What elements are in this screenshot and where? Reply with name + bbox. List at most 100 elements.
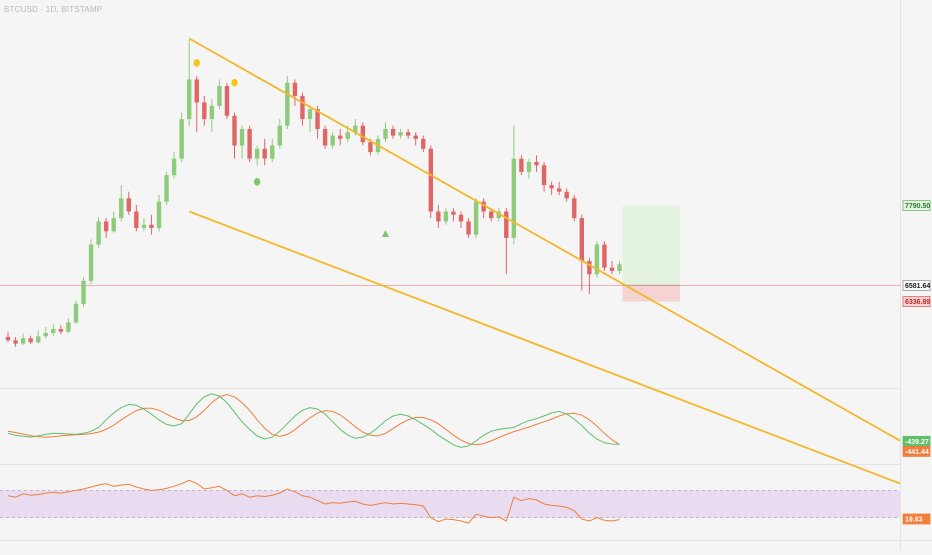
signal-value-label-box	[902, 446, 931, 457]
candle	[179, 112, 184, 162]
candle-body	[96, 221, 101, 245]
candle-body	[277, 125, 282, 146]
candle-body	[353, 125, 358, 133]
stop-zone	[622, 285, 680, 302]
candle	[383, 122, 388, 143]
channel-upper-line[interactable]	[188, 37, 901, 442]
rsi-panel	[7, 479, 620, 524]
signal-markers	[193, 59, 390, 237]
candle-body	[322, 128, 328, 146]
candle-body	[36, 336, 41, 343]
macd-value-label: -439.27	[902, 435, 931, 447]
stop-price-label-box	[902, 296, 931, 307]
candle-body	[360, 125, 366, 143]
candle	[209, 99, 215, 133]
channel-lower-line[interactable]	[188, 210, 901, 485]
candle-body	[171, 158, 177, 176]
candle-body	[556, 188, 562, 192]
candle-body	[300, 95, 305, 120]
candle-body	[511, 158, 517, 238]
candle-body	[526, 161, 532, 172]
candle-body	[134, 211, 139, 229]
target-price-label-text: 7790.50	[905, 203, 930, 210]
candle	[360, 122, 366, 146]
descending-channel[interactable]	[188, 37, 901, 485]
signal-circle-marker	[253, 177, 261, 186]
candle-body	[28, 338, 33, 343]
candle	[338, 128, 343, 146]
candle	[149, 214, 154, 235]
current-price-label-text: 6581.64	[905, 283, 930, 290]
candle-body	[345, 132, 350, 139]
candle	[28, 335, 33, 345]
candle-body	[496, 211, 501, 219]
candle-body	[179, 119, 184, 159]
candle-body	[51, 329, 56, 334]
candle	[556, 181, 562, 195]
candle	[119, 185, 124, 222]
candle-body	[270, 145, 275, 159]
candle	[81, 277, 86, 308]
candle	[489, 208, 494, 222]
candle	[5, 331, 11, 343]
candle-body	[111, 218, 116, 232]
candle-body	[466, 221, 471, 235]
candle	[534, 155, 539, 172]
macd-signal-line	[7, 393, 620, 446]
candle	[277, 119, 282, 149]
candle-body	[413, 135, 418, 139]
signal-triangle-marker	[381, 229, 390, 237]
candle-body	[43, 333, 48, 337]
candle	[156, 195, 162, 232]
candle	[202, 95, 207, 126]
candle-body	[262, 148, 267, 159]
candle-body	[119, 198, 124, 219]
candle-body	[458, 214, 464, 222]
current-price-label-box	[902, 279, 931, 291]
candle	[96, 216, 101, 248]
candle-body	[247, 128, 252, 159]
candle	[43, 327, 48, 339]
candle-body	[443, 211, 449, 222]
candle	[36, 330, 41, 344]
candle-body	[383, 128, 388, 139]
candle-body	[572, 198, 577, 219]
candle	[322, 125, 328, 149]
candle-body	[609, 267, 615, 271]
macd-value-label-text: -439.27	[905, 439, 929, 446]
candle	[134, 204, 139, 232]
candle	[262, 138, 267, 166]
candle	[519, 155, 524, 176]
candle	[194, 76, 199, 133]
candle	[164, 171, 169, 205]
candle-body	[617, 264, 622, 271]
candle-body	[587, 261, 592, 275]
candle-body	[149, 224, 154, 229]
target-price-label: 7790.50	[902, 200, 930, 211]
candle	[602, 241, 607, 271]
candle	[247, 125, 252, 162]
candle-body	[141, 224, 147, 229]
candle-body	[436, 211, 441, 222]
candle-body	[187, 79, 192, 120]
candle	[594, 241, 600, 278]
candle	[239, 125, 245, 159]
candle-body	[217, 86, 222, 106]
candle	[187, 39, 192, 126]
candle	[270, 138, 275, 162]
candle-body	[13, 340, 18, 344]
candle	[579, 214, 584, 291]
candle	[496, 208, 501, 222]
candle	[73, 300, 79, 324]
candle-body	[519, 158, 524, 172]
macd-line	[7, 393, 620, 448]
candle-body	[534, 161, 539, 166]
candle-body	[202, 102, 207, 120]
candle	[307, 105, 313, 133]
candle	[171, 152, 177, 179]
candle-body	[398, 132, 403, 136]
candle	[398, 128, 403, 139]
candle-body	[232, 115, 237, 146]
